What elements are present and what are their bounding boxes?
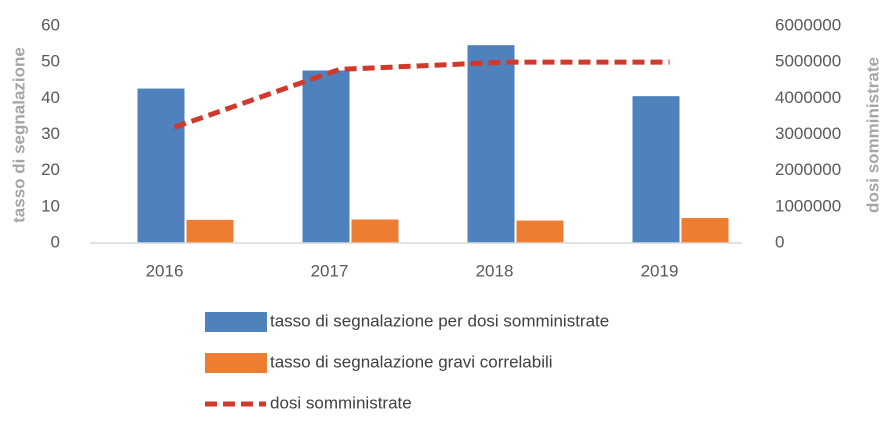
y-tick-label: 50 [41, 52, 60, 71]
bar [467, 45, 515, 243]
x-tick-label: 2019 [641, 261, 679, 280]
x-tick-label: 2017 [311, 261, 349, 280]
y-tick-label: 30 [41, 124, 60, 143]
legend-label: tasso di segnalazione per dosi somminist… [270, 311, 609, 330]
bar [516, 220, 564, 243]
y2-tick-label: 2000000 [775, 160, 841, 179]
bar [186, 219, 234, 243]
y2-tick-label: 0 [775, 232, 784, 251]
y2-tick-label: 1000000 [775, 196, 841, 215]
x-tick-label: 2016 [146, 261, 184, 280]
legend-label: dosi somministrate [270, 393, 412, 412]
legend-swatch [205, 312, 267, 332]
y-tick-label: 10 [41, 196, 60, 215]
legend-swatch [205, 353, 267, 373]
bar [632, 96, 680, 243]
y2-tick-label: 3000000 [775, 124, 841, 143]
y-tick-label: 60 [41, 15, 60, 34]
y-tick-label: 0 [51, 232, 60, 251]
line-series [173, 59, 670, 130]
legend-label: tasso di segnalazione gravi correlabili [270, 352, 553, 371]
y2-tick-label: 5000000 [775, 52, 841, 71]
bar [681, 218, 729, 243]
bar [137, 88, 185, 244]
bar [302, 70, 350, 243]
y2-tick-label: 6000000 [775, 15, 841, 34]
bar [351, 219, 399, 243]
y-tick-label: 20 [41, 160, 60, 179]
y-tick-label: 40 [41, 88, 60, 107]
x-tick-label: 2018 [476, 261, 514, 280]
y2-tick-label: 4000000 [775, 88, 841, 107]
y2-axis-title: dosi somministrate [863, 57, 882, 213]
y-axis-title: tasso di segnalazione [9, 47, 28, 223]
